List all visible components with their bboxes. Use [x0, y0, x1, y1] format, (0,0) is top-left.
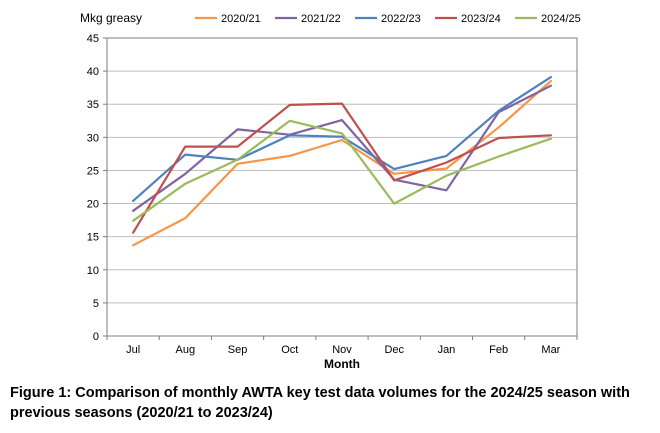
series-line-2024-25 — [132, 119, 553, 222]
legend-label: 2024/25 — [541, 13, 581, 25]
y-tick-label: 15 — [87, 232, 99, 244]
y-tick-label: 30 — [87, 132, 99, 144]
y-tick-label: 35 — [87, 99, 99, 111]
y-tick-label: 45 — [87, 33, 99, 45]
figure-caption: Figure 1: Comparison of monthly AWTA key… — [10, 385, 630, 421]
y-tick-label: 20 — [87, 199, 99, 211]
series-line-2020-21 — [132, 79, 553, 247]
x-tick-label: Dec — [384, 344, 404, 356]
y-tick-label: 40 — [87, 66, 99, 78]
plot-area-frame — [106, 37, 578, 337]
x-tick-label: Nov — [332, 344, 352, 356]
y-tick-label: 5 — [93, 298, 99, 310]
y-tick-label: 10 — [87, 265, 99, 277]
x-tick-label: Aug — [176, 344, 196, 356]
x-tick-label: Feb — [489, 344, 508, 356]
series-lines — [132, 75, 553, 247]
y-axis-label: Mkg greasy — [80, 11, 142, 25]
x-tick-label: Jan — [438, 344, 456, 356]
series-line-2022-23 — [132, 75, 553, 202]
chart-container: 0 5 10 15 20 25 30 35 40 45 Jul Aug Sep Oct Nov Dec Jan F… — [80, 11, 581, 371]
x-tick-label: Mar — [541, 344, 560, 356]
axis-ticks: 0 5 10 15 20 25 30 35 40 45 Jul Aug Sep Oct Nov Dec Jan F… — [87, 33, 578, 356]
legend-label: 2020/21 — [221, 13, 261, 25]
series-line-2023-24 — [132, 102, 553, 234]
y-tick-label: 25 — [87, 165, 99, 177]
x-axis-label: Month — [324, 357, 360, 371]
legend: 2020/21 2021/22 2022/23 2023/24 2024/25 — [195, 13, 581, 25]
x-tick-label: Jul — [126, 344, 140, 356]
gridlines — [107, 37, 577, 337]
legend-label: 2022/23 — [381, 13, 421, 25]
x-tick-label: Oct — [281, 344, 298, 356]
series-line-2021-22 — [132, 84, 553, 212]
y-tick-label: 0 — [93, 331, 99, 343]
legend-label: 2021/22 — [301, 13, 341, 25]
x-tick-label: Sep — [228, 344, 248, 356]
legend-label: 2023/24 — [461, 13, 501, 25]
line-chart: 0 5 10 15 20 25 30 35 40 45 Jul Aug Sep Oct Nov Dec Jan F… — [80, 11, 581, 371]
